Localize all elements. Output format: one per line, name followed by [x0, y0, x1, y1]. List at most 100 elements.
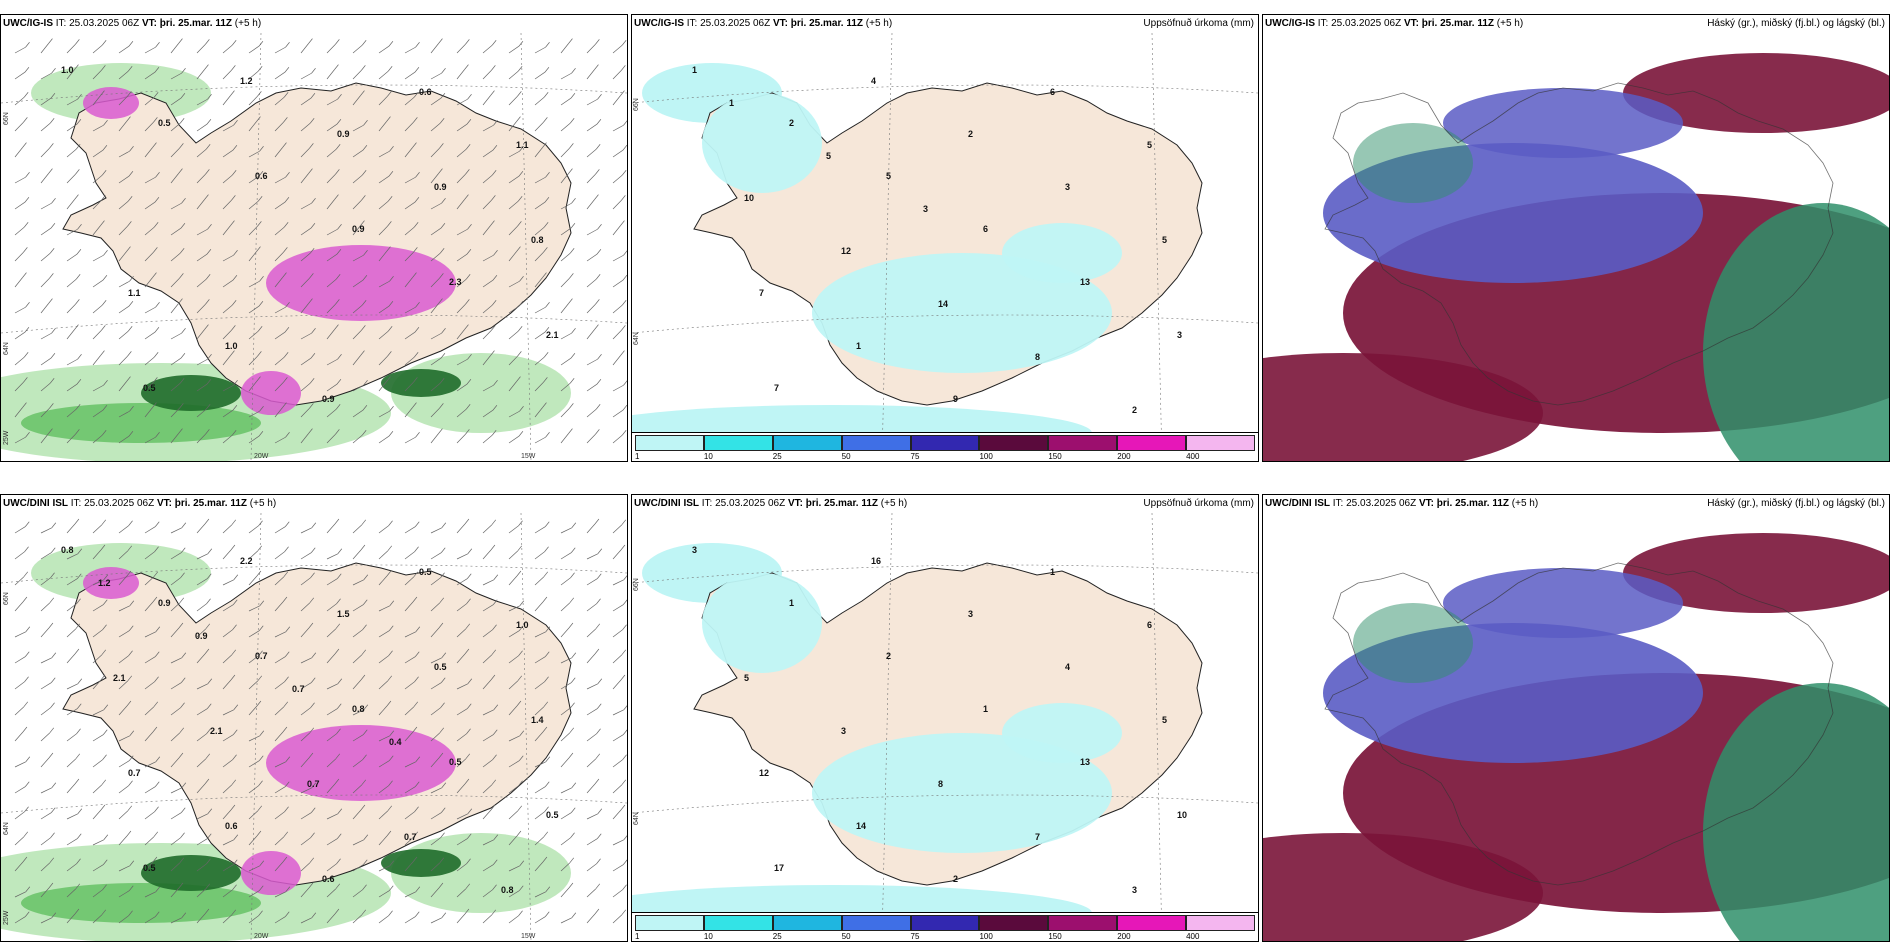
value-label: 17	[774, 863, 784, 873]
panel-title: UWC/IG-IS IT: 25.03.2025 06Z VT: þri. 25…	[1265, 18, 1523, 29]
valid-time: þri. 25.mar. 11Z	[790, 18, 864, 29]
value-label: 14	[938, 299, 948, 309]
legend-tick-label: 25	[772, 452, 782, 461]
value-label: 1.2	[98, 578, 111, 588]
cloud-cover-map	[1263, 33, 1889, 461]
legend-swatch	[1117, 915, 1187, 931]
value-label: 2.2	[240, 556, 253, 566]
accum-area	[1002, 703, 1122, 763]
high-cloud-area	[1703, 203, 1889, 461]
lat-label: 66N	[633, 578, 640, 591]
legend-tick-label: 1	[635, 452, 640, 461]
value-label: 0.7	[292, 684, 305, 694]
panel-r1c2: UWC/IG-IS IT: 25.03.2025 06Z VT: þri. 25…	[631, 14, 1259, 462]
valid-time-label: VT:	[1418, 498, 1434, 509]
value-label: 0.5	[158, 118, 171, 128]
value-label: 0.5	[434, 662, 447, 672]
value-label: 2	[789, 118, 794, 128]
lat-label: 66N	[3, 592, 10, 605]
value-label: 7	[1035, 832, 1040, 842]
valid-time-label: VT:	[787, 498, 803, 509]
value-label: 2	[953, 874, 958, 884]
valid-time-label: VT:	[156, 498, 172, 509]
legend-tick-label: 50	[841, 932, 851, 941]
value-label: 3	[692, 545, 697, 555]
value-label: 0.7	[307, 779, 320, 789]
value-label: 13	[1080, 757, 1090, 767]
value-label: 3	[968, 609, 973, 619]
value-label: 6	[1050, 87, 1055, 97]
value-label: 1.1	[516, 140, 529, 150]
lon-label: 20W	[254, 453, 269, 460]
panel-title: UWC/DINI ISL IT: 25.03.2025 06Z VT: þri.…	[1265, 498, 1538, 509]
value-label: 1	[692, 65, 697, 75]
valid-time: þri. 25.mar. 11Z	[174, 498, 248, 509]
graticule	[632, 513, 1258, 941]
low-cloud-area	[1623, 53, 1889, 133]
value-label: 0.5	[419, 567, 432, 577]
value-label: 8	[938, 779, 943, 789]
snow-area	[241, 851, 301, 895]
value-label: 3	[841, 726, 846, 736]
legend-tick-label: 75	[910, 452, 920, 461]
value-label: 0.6	[419, 87, 432, 97]
value-label: 0.7	[128, 768, 141, 778]
value-label: 6	[1147, 620, 1152, 630]
lat-label: 66N	[3, 112, 10, 125]
init-time: IT: 25.03.2025 06Z	[1317, 18, 1402, 29]
value-label: 4	[1065, 662, 1070, 672]
value-label: 1.5	[337, 609, 350, 619]
panel-r1c3: UWC/IG-IS IT: 25.03.2025 06Z VT: þri. 25…	[1262, 14, 1890, 462]
value-label: 5	[826, 151, 831, 161]
lon-label: 25W	[3, 910, 10, 925]
value-label: 4	[871, 76, 876, 86]
legend-swatch	[979, 435, 1049, 451]
value-label: 0.7	[404, 832, 417, 842]
mid-cloud-area	[1443, 88, 1683, 158]
value-label: 0.6	[255, 171, 268, 181]
precip-wind-map: 0.8 0.9 0.7 0.8 0.5 0.5 0.5 2.2 1.5 0.5 1.4 0.7 0.6 0…	[1, 513, 627, 941]
panel-r2c2: UWC/DINI ISL IT: 25.03.2025 06Z VT: þri.…	[631, 494, 1259, 942]
value-label: 0.8	[61, 545, 74, 555]
precip-area	[141, 855, 241, 891]
lat-label: 66N	[633, 98, 640, 111]
graticule	[1, 33, 627, 461]
model-name: UWC/IG-IS	[634, 18, 684, 29]
lead-time: (+5 h)	[1511, 498, 1539, 509]
value-label: 10	[744, 193, 754, 203]
legend-swatch	[841, 435, 911, 451]
lead-time: (+5 h)	[880, 498, 908, 509]
init-time: IT: 25.03.2025 06Z	[1332, 498, 1417, 509]
value-label: 0.5	[546, 810, 559, 820]
value-label: 3	[1132, 885, 1137, 895]
lat-label: 64N	[3, 822, 10, 835]
value-label: 1.0	[61, 65, 74, 75]
value-label: 1	[1050, 567, 1055, 577]
legend-tick-label: 25	[772, 932, 782, 941]
legend-swatch	[910, 435, 980, 451]
lead-time: (+5 h)	[1496, 18, 1524, 29]
value-label: 7	[759, 288, 764, 298]
legend-tick-label: 150	[1048, 452, 1062, 461]
value-label: 2.3	[449, 277, 462, 287]
value-label: 7	[774, 383, 779, 393]
init-time: IT: 25.03.2025 06Z	[701, 498, 786, 509]
value-label: 3	[923, 204, 928, 214]
snow-area	[241, 371, 301, 415]
value-label: 0.8	[352, 704, 365, 714]
legend-swatch	[841, 915, 911, 931]
precip-wind-map: 1.0 0.5 0.6 0.9 2.3 2.1 0.5 1.2 0.9 0.9 0.8 1.1 1.0 0…	[1, 33, 627, 461]
value-label: 12	[759, 768, 769, 778]
graticule	[1, 513, 627, 941]
accum-area	[702, 573, 822, 673]
value-label: 0.6	[322, 874, 335, 884]
lat-label: 64N	[633, 332, 640, 345]
field-description: Háský (gr.), miðský (fj.bl.) og lágský (…	[1707, 498, 1885, 509]
accum-precip-map: 1 2 5 6 13 3 7 4 2 3 5 7 1 9 6 5 10 12 14 8 2 1 5 3	[632, 33, 1258, 461]
value-label: 1.2	[240, 76, 253, 86]
graticule	[632, 33, 1258, 461]
map-canvas: 0.8 0.9 0.7 0.8 0.5 0.5 0.5 2.2 1.5 0.5 1.4 0.7 0.6 0…	[1, 513, 627, 941]
legend-swatch	[635, 435, 704, 451]
